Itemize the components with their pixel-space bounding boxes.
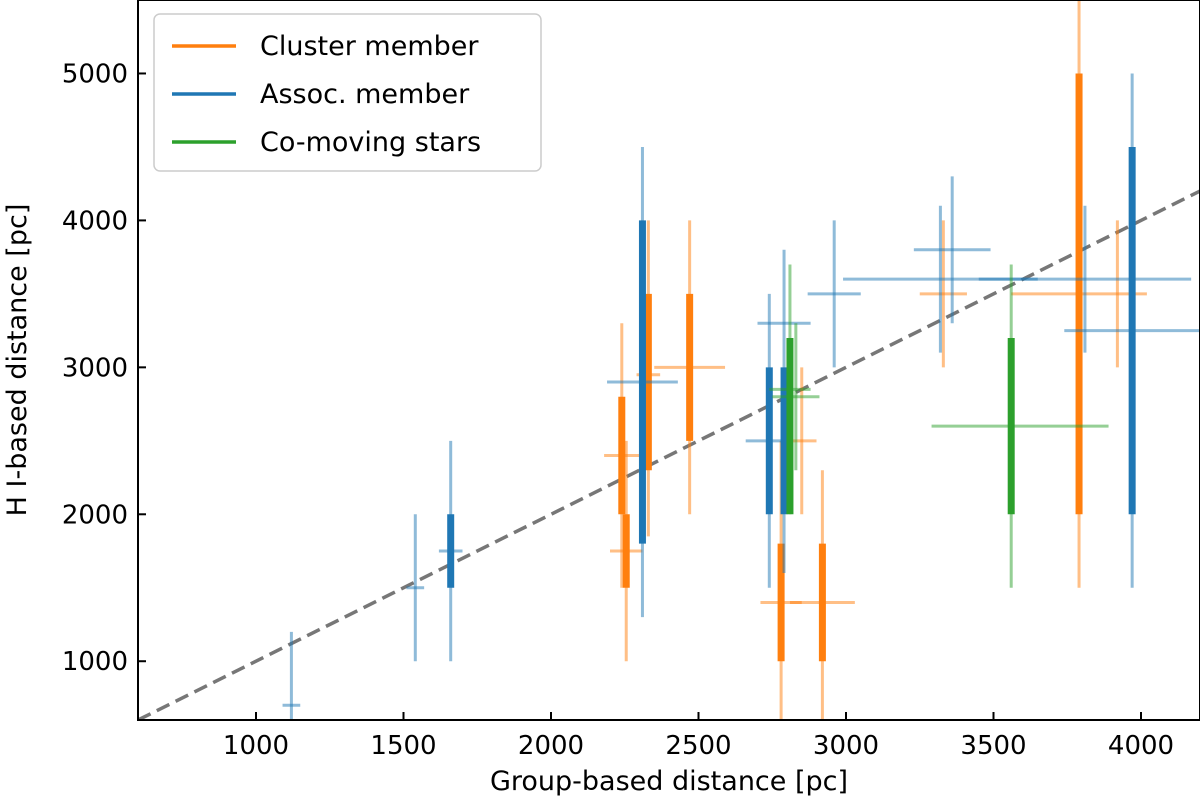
y-tick-label: 1000: [62, 647, 128, 677]
data-point: [757, 249, 811, 574]
legend-label: Assoc. member: [260, 79, 470, 110]
data-point: [919, 220, 967, 368]
data-point: [769, 264, 811, 515]
y-tick-label: 3000: [62, 353, 128, 383]
x-tick-label: 3000: [813, 731, 879, 761]
legend-box: [153, 13, 542, 172]
data-point: [282, 631, 301, 720]
y-tick-label: 5000: [62, 59, 128, 89]
plot-frame: [137, 0, 1200, 721]
x-axis-title: Group-based distance [pc]: [490, 766, 848, 797]
x-tick-label: 2500: [665, 731, 731, 761]
x-tick-label: 4000: [1108, 731, 1174, 761]
data-point: [610, 440, 643, 662]
data-point: [789, 470, 855, 720]
legend-label: Cluster member: [260, 31, 479, 62]
legend: Cluster member Assoc. member Co-moving sta…: [153, 13, 542, 172]
x-axis: 1000 1500 2000 2500 3000 3500 4000: [223, 712, 1174, 761]
x-tick-label: 3500: [960, 731, 1026, 761]
data-point: [1064, 73, 1200, 588]
data-point: [438, 440, 463, 662]
data-point: [772, 323, 820, 471]
data-point: [607, 146, 678, 618]
legend-label: Co-moving stars: [260, 127, 481, 158]
data-point: [978, 205, 1192, 353]
y-axis-title: H I-based distance [pc]: [2, 204, 33, 517]
y-tick-label: 2000: [62, 500, 128, 530]
data-point: [604, 323, 640, 588]
one-to-one-reference-line: [138, 189, 1200, 720]
x-tick-label: 2000: [518, 731, 584, 761]
data-point: [807, 220, 861, 368]
data-point: [406, 514, 425, 662]
x-tick-label: 1000: [223, 731, 289, 761]
x-tick-label: 1500: [370, 731, 436, 761]
data-point: [931, 264, 1109, 588]
data-point: [654, 220, 726, 515]
reference-line-layer: [138, 189, 1200, 720]
y-axis: 1000 2000 3000 4000 5000: [62, 59, 146, 677]
errorbar-layer: [282, 0, 1200, 720]
y-tick-label: 4000: [62, 206, 128, 236]
data-point: [913, 176, 991, 324]
data-point: [1011, 0, 1147, 588]
